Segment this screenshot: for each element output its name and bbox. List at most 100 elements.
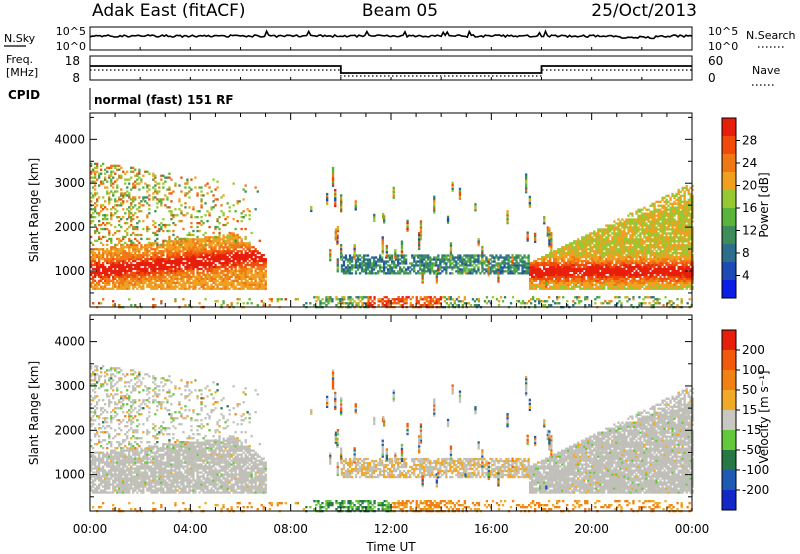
power-cell (579, 246, 582, 249)
power-cell (589, 279, 592, 282)
power-cell (122, 254, 125, 257)
power-cell (545, 269, 548, 273)
power-cell (589, 252, 592, 255)
power-cell (677, 244, 680, 247)
power-cell (146, 250, 149, 253)
power-cell (607, 254, 610, 257)
power-cell (539, 287, 542, 290)
power-cell (154, 184, 157, 187)
power-cell (164, 258, 167, 261)
power-cell (146, 225, 149, 229)
power-cell (206, 287, 209, 290)
power-cell (665, 218, 668, 221)
power-cell (653, 236, 656, 239)
power-cell (655, 271, 658, 275)
power-cell (685, 277, 688, 280)
power-cell (581, 240, 584, 243)
power-cell (669, 277, 672, 280)
power-cell (609, 252, 612, 255)
power-cell (677, 275, 680, 278)
power-cell (194, 265, 197, 269)
power-cell (184, 194, 187, 197)
power-cell (214, 235, 217, 239)
power-cell (210, 244, 213, 247)
power-cell (647, 263, 650, 267)
power-cell (110, 208, 113, 211)
power-cell (665, 250, 668, 253)
power-cell (152, 269, 155, 273)
power-cell (132, 244, 135, 247)
power-cell (601, 267, 604, 271)
power-cell (673, 287, 676, 290)
power-cell (214, 279, 217, 282)
power-cell (140, 263, 143, 267)
power-cell (166, 198, 169, 201)
power-cell (224, 267, 227, 271)
power-cell (94, 188, 97, 191)
power-cell (633, 240, 636, 243)
power-cell (539, 281, 542, 284)
power-cell (246, 267, 249, 271)
power-cell (551, 261, 554, 265)
power-cell (611, 265, 614, 269)
power-cell (260, 271, 263, 275)
power-cell (637, 256, 640, 259)
power-cell (138, 277, 141, 280)
power-cell (240, 244, 243, 247)
power-cell (647, 218, 650, 221)
power-cell (573, 248, 576, 251)
power-cell (537, 261, 540, 265)
power-cell (529, 283, 532, 286)
power-cell (641, 216, 644, 219)
power-cell (144, 200, 147, 203)
power-cell (603, 269, 606, 273)
power-cell (118, 277, 121, 280)
power-cell (623, 273, 626, 277)
power-cell (581, 242, 584, 245)
power-cell (222, 273, 225, 277)
power-cell (559, 248, 562, 251)
power-cell (605, 228, 608, 231)
power-cell (156, 252, 159, 255)
power-cell (248, 256, 251, 259)
power-cell (188, 246, 191, 249)
power-cell (220, 271, 223, 275)
power-cell (563, 259, 566, 263)
power-cell (563, 254, 566, 257)
power-cell (154, 287, 157, 290)
power-cell (639, 275, 642, 278)
power-cell (677, 281, 680, 284)
power-cell (607, 250, 610, 253)
power-cell (631, 259, 634, 263)
power-cell (689, 186, 692, 190)
power-cell (160, 227, 163, 231)
power-cell (202, 194, 205, 197)
power-cell (619, 234, 622, 237)
power-cell (168, 285, 171, 288)
power-cell (146, 248, 149, 251)
power-cell (210, 287, 213, 290)
power-cell (222, 242, 225, 245)
power-cell (691, 254, 694, 257)
power-cell (677, 208, 680, 211)
power-cell (120, 265, 123, 269)
power-cell (200, 263, 203, 267)
power-cell (559, 271, 562, 275)
power-cell (673, 252, 676, 255)
power-cell (677, 277, 680, 280)
power-cell (178, 261, 181, 265)
power-cell (114, 204, 117, 207)
power-cell (603, 230, 606, 233)
power-cell (577, 263, 580, 267)
power-cell (156, 275, 159, 278)
power-cell (210, 250, 213, 253)
power-cell (118, 250, 121, 253)
beam-title: Beam 05 (362, 1, 438, 21)
power-cell (551, 265, 554, 269)
power-cell (110, 172, 113, 175)
power-cell (663, 204, 666, 207)
power-cell (142, 246, 145, 249)
power-cell (619, 248, 622, 251)
power-cell (633, 246, 636, 249)
power-cell (561, 275, 564, 278)
